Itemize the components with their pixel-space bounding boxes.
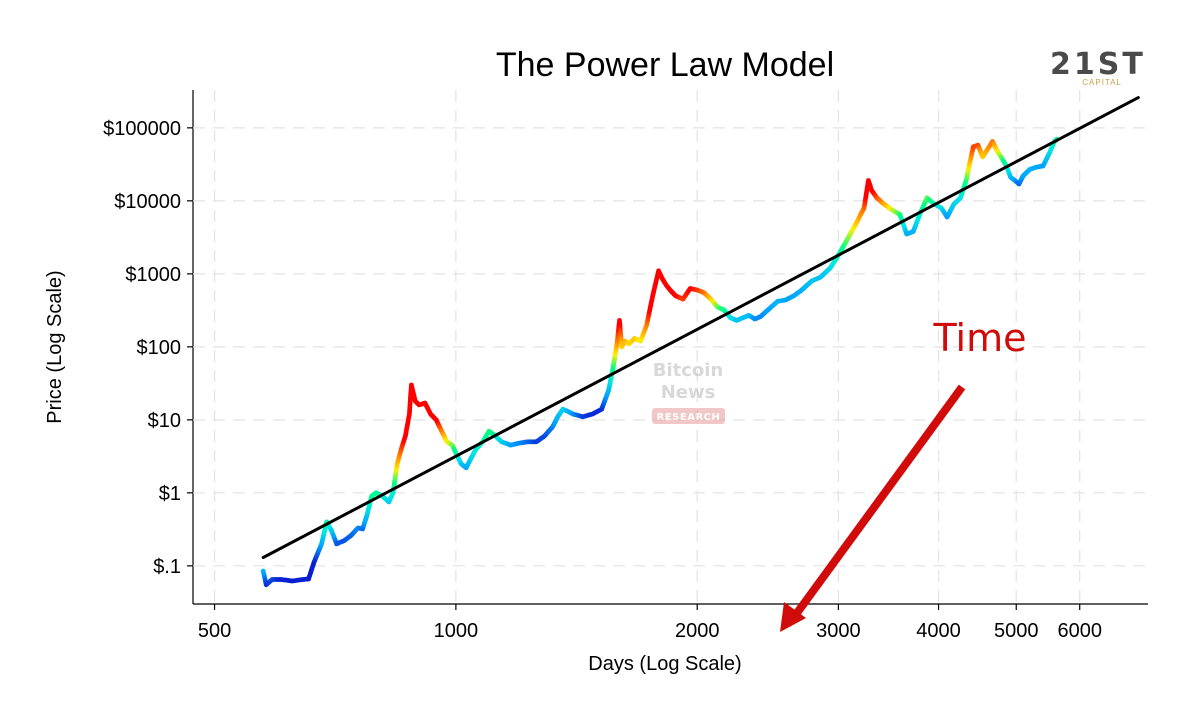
- logo-subtitle: CAPITAL: [1082, 78, 1122, 87]
- watermark-line-2: News: [661, 382, 716, 403]
- logo-wordmark: 21ST: [1050, 47, 1146, 82]
- time-annotation: Time: [780, 316, 1027, 632]
- y-tick-label: $1: [159, 483, 181, 505]
- chart-title: The Power Law Model: [496, 46, 834, 84]
- x-tick-label: 1000: [434, 620, 479, 642]
- y-tick-label: $100000: [103, 118, 181, 140]
- y-tick-label: $10000: [114, 191, 181, 213]
- gridlines: [193, 90, 1148, 604]
- time-arrow-shaft: [793, 384, 966, 616]
- x-axis-title: Days (Log Scale): [588, 653, 741, 675]
- y-tick-label: $100: [137, 337, 182, 359]
- time-arrow-head: [780, 602, 806, 632]
- time-label: Time: [933, 316, 1027, 360]
- x-tick-label: 2000: [675, 620, 720, 642]
- x-axis-ticks: 500 1000 2000 3000 4000 5000 6000: [198, 604, 1102, 642]
- x-tick-label: 3000: [816, 620, 861, 642]
- x-tick-label: 6000: [1057, 620, 1102, 642]
- brand-logo: 21ST CAPITAL: [1050, 47, 1146, 87]
- watermark-badge-text: RESEARCH: [657, 412, 721, 423]
- y-axis-title: Price (Log Scale): [44, 270, 66, 423]
- x-tick-label: 4000: [916, 620, 961, 642]
- watermark-line-1: Bitcoin: [653, 360, 724, 381]
- x-tick-label: 5000: [994, 620, 1039, 642]
- x-tick-label: 500: [198, 620, 231, 642]
- y-tick-label: $1000: [125, 264, 181, 286]
- y-tick-label: $10: [148, 410, 181, 432]
- watermark: Bitcoin News RESEARCH: [652, 360, 725, 424]
- power-law-trend-line: [261, 96, 1140, 560]
- y-axis-ticks: $.1 $1 $10 $100 $1000 $10000 $100000: [103, 118, 193, 578]
- y-tick-label: $.1: [153, 556, 181, 578]
- watermark-badge: [652, 408, 725, 424]
